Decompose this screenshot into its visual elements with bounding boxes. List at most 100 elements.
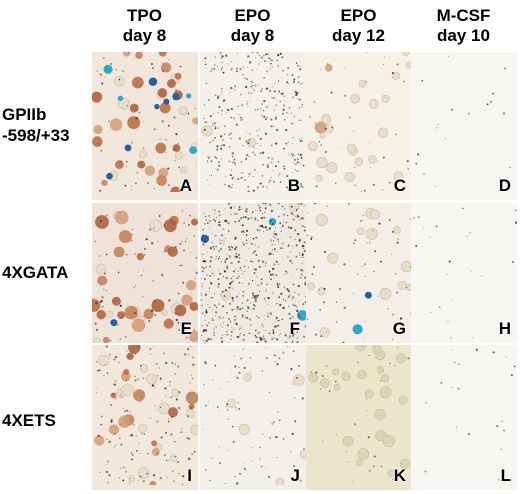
dot [114,433,116,435]
dot [296,233,299,236]
dot [254,334,257,337]
dot [181,483,184,485]
dot [194,107,197,110]
dot [242,338,245,341]
dot [181,210,184,212]
dot [177,321,180,324]
dot [243,366,246,370]
dot [421,80,424,82]
blue-cell [110,319,118,327]
dot [253,250,255,252]
pale-cell [393,171,404,182]
dot [221,327,223,328]
dot [225,257,228,261]
dot [236,52,238,54]
dot [243,244,245,246]
dot [272,97,275,99]
dot [288,305,290,307]
panel-letter: B [287,176,300,195]
dot [224,183,226,186]
dot [150,62,153,66]
dot [212,208,213,210]
dot [221,66,224,68]
dot [389,362,391,365]
dot [279,100,282,103]
dot [206,121,208,123]
dot [215,439,217,441]
dot [115,68,117,70]
dot [214,235,216,237]
dot [509,166,511,169]
dot [423,228,425,229]
pale-cell [405,283,412,291]
dot [363,189,366,192]
dot [410,312,411,314]
panel-letter: I [187,466,192,485]
dot [261,260,265,263]
dot [513,365,516,368]
dot [190,252,191,254]
dot [101,296,104,299]
dot [261,103,263,105]
dot [220,113,222,115]
dot [229,174,232,177]
pale-cell [370,209,381,220]
dot [275,260,278,263]
dot [304,242,306,244]
dot [191,453,194,456]
dot [268,270,271,273]
dot [267,475,270,478]
dot [99,73,102,76]
dot [250,80,253,83]
dot [178,329,180,331]
dot [274,361,277,363]
dot [284,334,287,337]
dot [260,217,263,220]
dot [255,294,257,297]
dot [391,77,393,78]
dot [227,222,230,225]
dot [296,322,297,324]
dot [168,299,171,302]
dot [467,433,471,436]
stained-cell [151,447,160,457]
dot [236,335,239,339]
dot [218,221,221,224]
dot [204,293,208,296]
stained-cell [131,318,146,332]
dot [217,95,220,98]
pale-cell [327,252,338,264]
dot [207,251,209,253]
dot [352,481,354,483]
dot [140,364,142,367]
dot [263,60,266,63]
dot [179,65,182,68]
dot [286,74,288,76]
dot [292,172,293,173]
dot [271,338,273,340]
dot [232,441,235,443]
dot [382,63,384,65]
dot [261,433,264,435]
dot [236,255,239,258]
dot [241,119,244,121]
dot [298,293,300,296]
dot [293,214,295,216]
dot [310,236,313,238]
dot [297,160,299,162]
dot [320,68,322,70]
dot [294,163,297,166]
dot [367,436,370,439]
dot [248,318,252,321]
dot [323,287,326,290]
dot [175,301,177,303]
dot [281,224,284,227]
dot [96,387,98,389]
dot [282,104,286,107]
dot [266,229,268,232]
dot [289,268,291,270]
micrograph-image [306,203,412,343]
dot [204,215,207,218]
dot [230,186,233,189]
dot [166,477,168,479]
